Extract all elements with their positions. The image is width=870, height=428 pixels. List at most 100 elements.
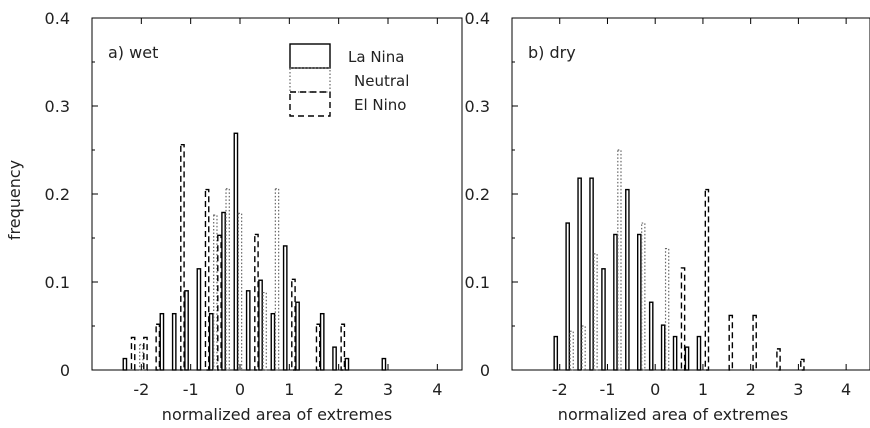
x-tick-label: 0: [650, 380, 660, 399]
bar: [122, 357, 128, 371]
series-el-nino: [130, 144, 346, 371]
bar: [589, 177, 594, 371]
bar: [204, 188, 210, 371]
x-tick-label: -2: [552, 380, 568, 399]
bar: [800, 358, 805, 371]
y-tick-label: 0.1: [45, 273, 70, 292]
panel-dry: b) dry 0 0.1 0.2 0.3 0.4 -2 -1 0 1 2 3 4 normalized a…: [465, 9, 870, 424]
y-tick-label: 0.2: [45, 185, 70, 204]
x-tick-label: 4: [432, 380, 442, 399]
panel-label: a) wet: [108, 43, 158, 62]
x-tick-label: 2: [334, 380, 344, 399]
bar: [159, 312, 165, 371]
bar: [565, 222, 570, 371]
bar: [684, 346, 690, 371]
series-el-nino: [680, 188, 805, 371]
panel-label: b) dry: [528, 43, 576, 62]
bar: [282, 245, 288, 371]
y-tick-label: 0.4: [45, 9, 70, 28]
legend: La Nina Neutral El Nino: [289, 43, 409, 117]
bar: [274, 188, 280, 371]
bar: [776, 348, 781, 371]
x-tick-label: -2: [133, 380, 149, 399]
y-tick-label: 0.1: [465, 273, 490, 292]
bar: [184, 290, 189, 371]
bar: [660, 324, 666, 371]
legend-swatch-neutral: [289, 67, 331, 93]
bar: [344, 357, 350, 371]
bar: [680, 267, 686, 371]
series-la-nina: [553, 177, 702, 371]
bar: [728, 314, 734, 371]
bar: [625, 188, 630, 371]
x-tick-label: 0: [235, 380, 245, 399]
bar: [245, 290, 251, 371]
series-neutral: [569, 149, 670, 371]
bar: [381, 357, 387, 371]
y-tick-label: 0.3: [465, 97, 490, 116]
bar: [664, 247, 670, 371]
bar: [233, 132, 239, 371]
bar: [130, 336, 136, 371]
legend-label-neutral: Neutral: [354, 72, 409, 90]
bar: [270, 312, 276, 371]
bar: [617, 149, 622, 371]
x-tick-label: 2: [746, 380, 756, 399]
bar: [752, 314, 757, 371]
y-tick-label: 0.2: [465, 185, 490, 204]
x-tick-label: 3: [793, 380, 803, 399]
bar: [613, 233, 618, 371]
series-la-nina: [122, 132, 387, 371]
bar: [332, 346, 337, 371]
legend-label-la-nina: La Nina: [348, 48, 404, 66]
bar: [258, 279, 263, 371]
bar: [291, 278, 296, 371]
bar: [143, 336, 148, 371]
x-tick-label: 1: [698, 380, 708, 399]
legend-swatch-el-nino: [289, 91, 331, 117]
bar: [569, 330, 574, 371]
bar: [237, 212, 243, 371]
bar: [217, 234, 222, 371]
bar: [593, 253, 598, 371]
bar: [648, 301, 654, 371]
bar: [315, 323, 321, 371]
bar: [155, 323, 161, 371]
bar: [180, 144, 185, 371]
y-axis-title: frequency: [5, 160, 24, 240]
bar: [340, 323, 346, 371]
bar: [225, 188, 230, 371]
bar: [636, 233, 642, 371]
bar: [262, 291, 267, 371]
bar: [295, 301, 300, 371]
bar: [581, 325, 586, 371]
x-tick-label: 3: [383, 380, 393, 399]
series-neutral: [139, 188, 280, 371]
bar: [221, 211, 226, 371]
bar: [213, 214, 218, 371]
bar: [704, 188, 710, 371]
legend-label-el-nino: El Nino: [354, 96, 407, 114]
bar: [696, 335, 702, 371]
y-tick-label: 0.3: [45, 97, 70, 116]
x-tick-label: -1: [599, 380, 615, 399]
bar: [553, 335, 559, 371]
legend-swatch-la-nina: [289, 43, 331, 69]
bar: [577, 177, 582, 371]
panel-wet: a) wet 0 0.1 0.2 0.3 0.4 -2 -1 0 1 2 3 4 normalized a…: [45, 9, 463, 424]
bar: [208, 312, 214, 371]
bar: [672, 335, 678, 371]
bar: [196, 268, 202, 371]
x-tick-label: 1: [284, 380, 294, 399]
x-tick-label: 4: [841, 380, 851, 399]
x-axis-title: normalized area of extremes: [162, 405, 392, 424]
y-tick-label: 0: [60, 361, 70, 380]
bar: [254, 233, 259, 371]
plot-frame: [91, 17, 463, 371]
x-tick-label: -1: [183, 380, 199, 399]
y-tick-label: 0: [480, 361, 490, 380]
y-tick-label: 0.4: [465, 9, 490, 28]
x-axis-title: normalized area of extremes: [558, 405, 788, 424]
bar: [641, 222, 646, 371]
